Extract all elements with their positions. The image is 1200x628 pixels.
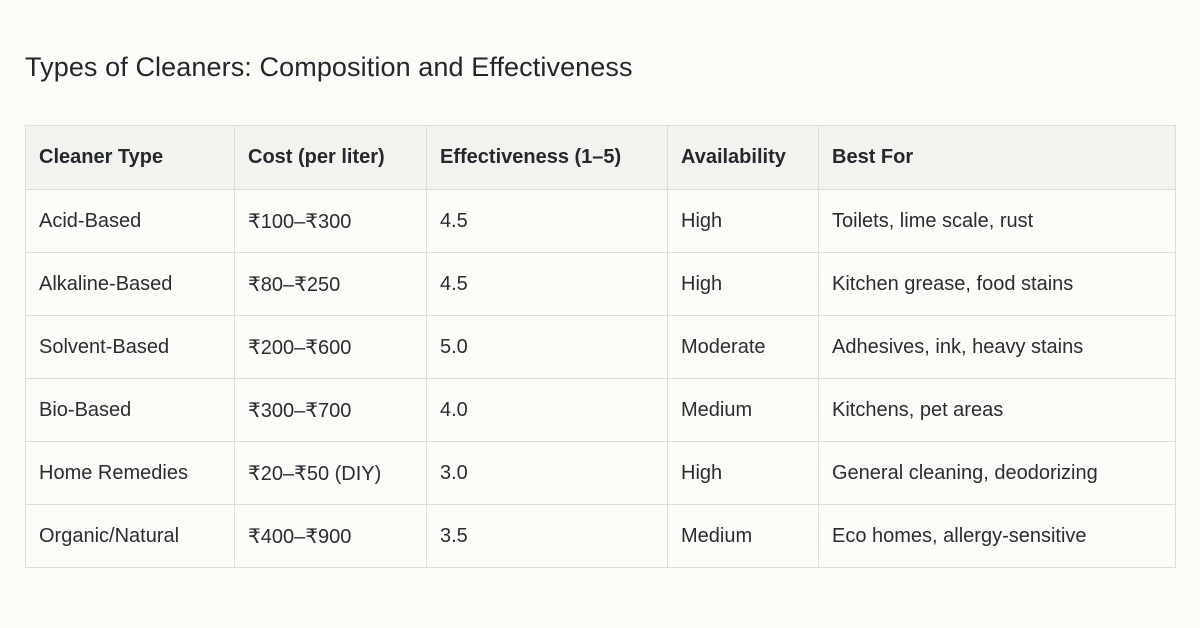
cell-availability: High xyxy=(667,252,819,316)
cell-best-for: General cleaning, deodorizing xyxy=(818,441,1176,505)
cell-effectiveness: 4.0 xyxy=(426,378,668,442)
cell-cost: ₹100–₹300 xyxy=(234,189,427,253)
cell-availability: Moderate xyxy=(667,315,819,379)
cell-cost: ₹300–₹700 xyxy=(234,378,427,442)
table-row: Acid-Based ₹100–₹300 4.5 High Toilets, l… xyxy=(25,189,1176,253)
cell-effectiveness: 3.5 xyxy=(426,504,668,568)
cell-cost: ₹20–₹50 (DIY) xyxy=(234,441,427,505)
table-row: Bio-Based ₹300–₹700 4.0 Medium Kitchens,… xyxy=(25,378,1176,442)
header-best-for: Best For xyxy=(818,125,1176,190)
table-row: Organic/Natural ₹400–₹900 3.5 Medium Eco… xyxy=(25,504,1176,568)
cell-availability: High xyxy=(667,189,819,253)
header-cleaner-type: Cleaner Type xyxy=(25,125,235,190)
cell-best-for: Eco homes, allergy-sensitive xyxy=(818,504,1176,568)
cell-effectiveness: 5.0 xyxy=(426,315,668,379)
cell-best-for: Kitchens, pet areas xyxy=(818,378,1176,442)
cell-effectiveness: 4.5 xyxy=(426,252,668,316)
cleaner-comparison-table: Cleaner Type Cost (per liter) Effectiven… xyxy=(25,125,1176,568)
cell-cleaner-type: Solvent-Based xyxy=(25,315,235,379)
page-title: Types of Cleaners: Composition and Effec… xyxy=(25,52,633,82)
cell-availability: Medium xyxy=(667,504,819,568)
cell-availability: High xyxy=(667,441,819,505)
cell-cleaner-type: Acid-Based xyxy=(25,189,235,253)
table-row: Solvent-Based ₹200–₹600 5.0 Moderate Adh… xyxy=(25,315,1176,379)
table-row: Home Remedies ₹20–₹50 (DIY) 3.0 High Gen… xyxy=(25,441,1176,505)
header-availability: Availability xyxy=(667,125,819,190)
cell-effectiveness: 3.0 xyxy=(426,441,668,505)
cell-best-for: Kitchen grease, food stains xyxy=(818,252,1176,316)
cell-best-for: Adhesives, ink, heavy stains xyxy=(818,315,1176,379)
cell-best-for: Toilets, lime scale, rust xyxy=(818,189,1176,253)
cell-availability: Medium xyxy=(667,378,819,442)
cell-cleaner-type: Alkaline-Based xyxy=(25,252,235,316)
cell-cleaner-type: Organic/Natural xyxy=(25,504,235,568)
cell-cleaner-type: Home Remedies xyxy=(25,441,235,505)
cell-cost: ₹80–₹250 xyxy=(234,252,427,316)
header-effectiveness: Effectiveness (1–5) xyxy=(426,125,668,190)
cell-effectiveness: 4.5 xyxy=(426,189,668,253)
table-row: Alkaline-Based ₹80–₹250 4.5 High Kitchen… xyxy=(25,252,1176,316)
header-cost: Cost (per liter) xyxy=(234,125,427,190)
cell-cost: ₹200–₹600 xyxy=(234,315,427,379)
cell-cost: ₹400–₹900 xyxy=(234,504,427,568)
cell-cleaner-type: Bio-Based xyxy=(25,378,235,442)
table-header-row: Cleaner Type Cost (per liter) Effectiven… xyxy=(25,125,1176,190)
